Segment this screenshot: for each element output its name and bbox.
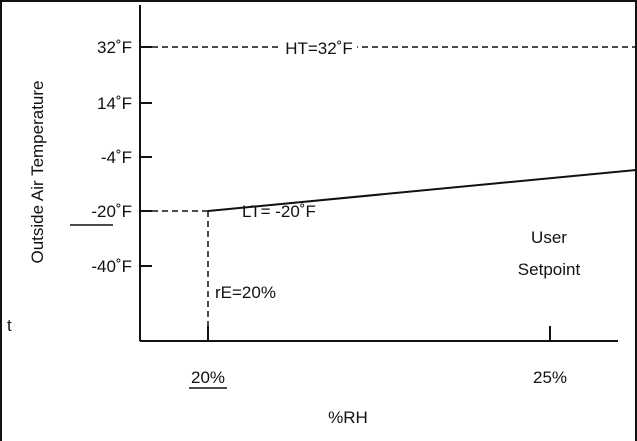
x-axis-ticks: 20%25%30%35%40%45% <box>189 326 567 389</box>
y-tick-label: -40˚F <box>91 257 132 276</box>
high-temp-label: HT=32˚F <box>285 39 353 58</box>
stray-text: t <box>7 316 12 335</box>
y-axis-title: Outside Air Temperature <box>28 81 47 264</box>
series-layer <box>207 168 637 212</box>
setpoint-label-line1: User <box>531 228 567 247</box>
y-tick-label: -4˚F <box>101 148 132 167</box>
x-tick-label: 20% <box>191 368 225 387</box>
y-tick-label: 14˚F <box>97 94 132 113</box>
reference-lines <box>152 46 637 326</box>
low-temp-label: LT= -20˚F <box>242 202 316 221</box>
x-axis-title: %RH <box>328 408 368 427</box>
y-axis-ticks: 32˚F 14˚F -4˚F -20˚F -40˚F <box>70 38 152 276</box>
x-tick-label: 25% <box>533 368 567 387</box>
y-tick-label: 32˚F <box>97 38 132 57</box>
reset-label: rE=20% <box>215 283 276 302</box>
setpoint-label-line2: Setpoint <box>518 260 581 279</box>
reset-ramp-line <box>207 168 637 212</box>
y-tick-label: -20˚F <box>91 202 132 221</box>
